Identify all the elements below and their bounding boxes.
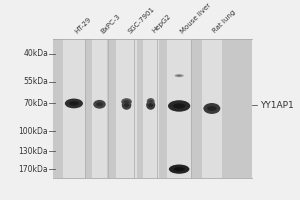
Ellipse shape [173,103,185,109]
Bar [143,39,158,178]
Text: BxPC-3: BxPC-3 [100,13,121,34]
Ellipse shape [147,98,154,104]
Text: 70kDa: 70kDa [23,99,48,108]
Ellipse shape [69,101,79,106]
Ellipse shape [122,100,131,110]
Ellipse shape [65,99,83,108]
Ellipse shape [168,100,190,112]
Ellipse shape [148,100,153,103]
Text: Mouse liver: Mouse liver [179,2,212,34]
Ellipse shape [121,98,132,105]
Bar [63,39,85,178]
Text: 170kDa: 170kDa [19,165,48,174]
Ellipse shape [148,103,153,107]
Ellipse shape [169,164,189,174]
Bar [52,39,252,178]
Text: HT-29: HT-29 [74,16,92,34]
Text: SGC-7901: SGC-7901 [127,5,155,34]
Text: Rat lung: Rat lung [212,9,237,34]
Ellipse shape [124,100,130,103]
Bar [167,39,191,178]
Text: 40kDa: 40kDa [23,49,48,58]
Text: 100kDa: 100kDa [19,127,48,136]
Ellipse shape [207,106,217,111]
Ellipse shape [203,103,220,114]
Ellipse shape [124,103,129,107]
Text: HepG2: HepG2 [151,13,172,34]
Text: YY1AP1: YY1AP1 [260,101,294,110]
Bar [116,39,137,178]
Text: 55kDa: 55kDa [23,77,48,86]
Bar [92,39,107,178]
Ellipse shape [177,75,182,76]
Ellipse shape [93,100,106,109]
Ellipse shape [173,167,185,171]
Ellipse shape [146,100,155,110]
Bar [202,39,222,178]
Text: 130kDa: 130kDa [19,147,48,156]
Ellipse shape [96,102,103,106]
Ellipse shape [175,74,184,77]
